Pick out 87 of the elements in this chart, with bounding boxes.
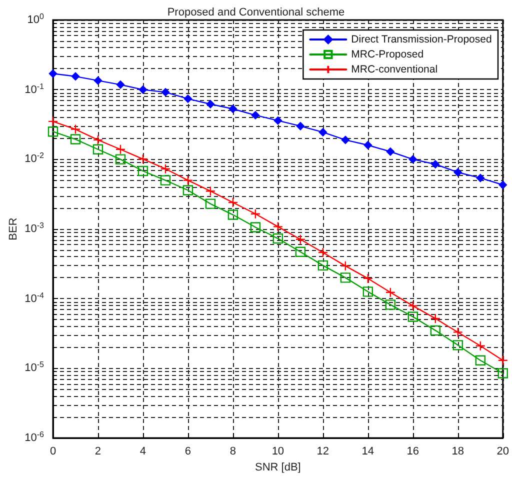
point	[160, 175, 171, 186]
x-tick-label: 16	[406, 446, 420, 458]
point	[116, 80, 125, 89]
x-tick-label: 12	[316, 446, 330, 458]
point	[362, 273, 374, 284]
point	[92, 134, 104, 146]
x-tick-label: 4	[140, 446, 146, 458]
legend-label: MRC-Proposed	[351, 48, 424, 60]
point	[318, 128, 328, 136]
x-tick-label: 6	[184, 446, 192, 458]
point	[385, 300, 396, 310]
point	[475, 340, 486, 351]
point	[452, 327, 463, 338]
point	[408, 312, 418, 322]
legend-label: Direct Transmission-Proposed	[351, 34, 492, 46]
point	[476, 174, 484, 182]
x-tick-label: 18	[452, 446, 464, 458]
y-tick-label: 10$^{-5}$	[24, 360, 44, 376]
legend-label: MRC-conventional	[351, 64, 438, 76]
point	[182, 175, 194, 186]
y-tick-label: 10$^{-2}$	[24, 151, 44, 166]
point	[138, 154, 148, 164]
point	[228, 197, 238, 208]
point	[475, 355, 486, 366]
point	[295, 246, 306, 257]
point	[498, 355, 508, 366]
y-tick-label: 10$^{0}$	[27, 12, 44, 27]
point	[138, 166, 148, 176]
point	[295, 234, 306, 244]
point	[340, 260, 351, 272]
point	[408, 300, 418, 311]
y-axis-title: BER	[8, 218, 20, 240]
point	[161, 88, 170, 96]
point	[296, 122, 305, 130]
point	[71, 72, 80, 81]
point	[318, 260, 328, 271]
point	[94, 76, 102, 85]
point	[431, 160, 440, 168]
point	[48, 70, 58, 78]
point	[206, 100, 215, 108]
point	[430, 313, 440, 324]
point	[48, 126, 58, 137]
chart-title: Proposed and Conventional scheme	[167, 6, 345, 18]
y-tick-label: 10$^{-4}$	[24, 290, 44, 306]
y-tick-label: 10$^{-3}$	[24, 221, 44, 236]
point	[115, 154, 126, 164]
point	[92, 144, 104, 154]
point	[341, 136, 350, 144]
point	[340, 272, 351, 283]
x-tick-label: 10	[272, 446, 284, 458]
point	[70, 124, 81, 134]
point	[454, 168, 462, 176]
x-tick-label: 0	[50, 446, 56, 458]
point	[385, 287, 396, 298]
y-tick-label: 10$^{-6}$	[24, 430, 44, 445]
point	[452, 340, 463, 350]
point	[251, 111, 260, 120]
point	[115, 144, 126, 154]
point	[160, 164, 171, 174]
point	[430, 325, 440, 336]
point	[48, 116, 58, 127]
point	[205, 198, 216, 209]
point	[498, 368, 508, 378]
point	[498, 180, 507, 189]
point	[362, 286, 374, 297]
point	[274, 116, 282, 125]
point	[250, 208, 261, 219]
point	[138, 86, 148, 94]
point	[228, 104, 238, 113]
point	[386, 148, 395, 156]
point	[408, 155, 418, 164]
point	[205, 186, 216, 196]
point	[272, 233, 284, 244]
x-tick-label: 20	[496, 446, 510, 458]
x-tick-label: 14	[362, 446, 374, 458]
y-tick-label: 10$^{-1}$	[24, 82, 44, 97]
point	[184, 94, 192, 103]
point	[70, 134, 81, 144]
x-tick-label: 2	[94, 446, 102, 458]
x-tick-label: 8	[230, 446, 236, 458]
point	[182, 185, 194, 196]
x-axis-title: SNR [dB]	[255, 461, 301, 474]
point	[272, 222, 284, 232]
point	[250, 222, 261, 232]
point	[364, 141, 372, 150]
point	[318, 247, 328, 258]
point	[228, 210, 238, 220]
